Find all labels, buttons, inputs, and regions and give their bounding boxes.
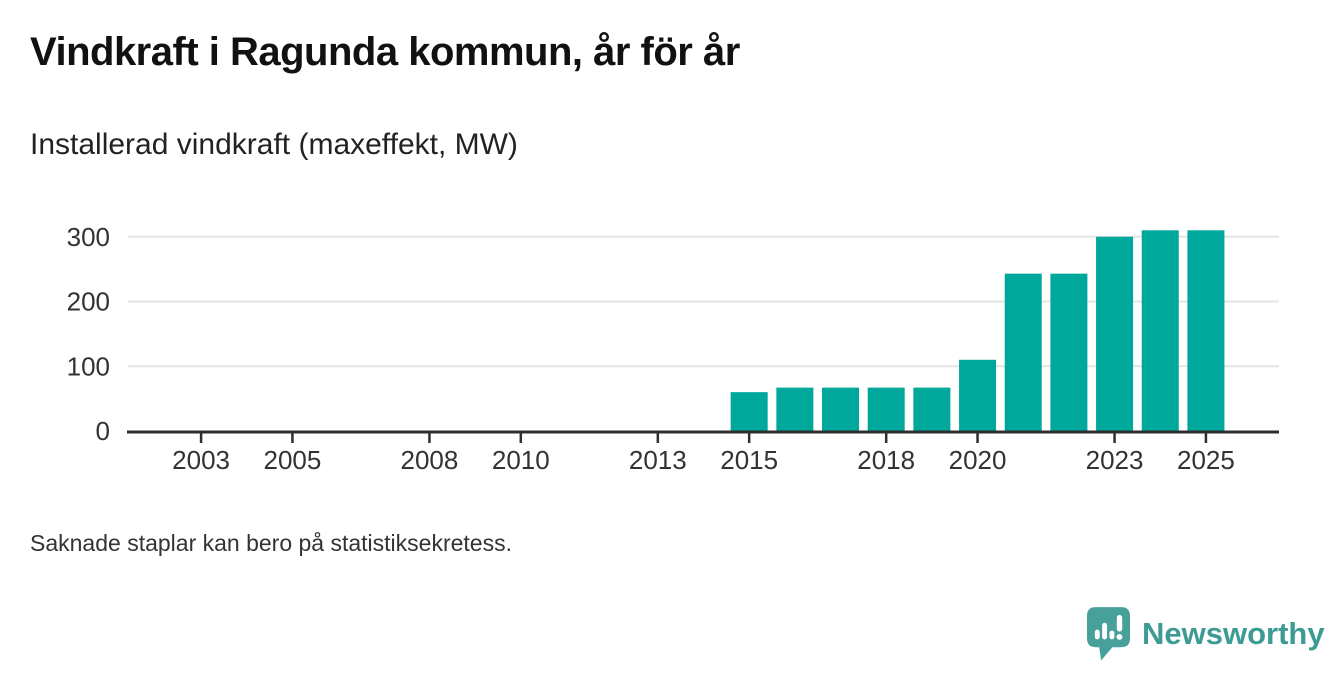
x-tick-label-2013: 2013	[629, 445, 687, 475]
x-tick-label-2015: 2015	[720, 445, 778, 475]
x-tick-label-2025: 2025	[1177, 445, 1235, 475]
x-tick-label-2018: 2018	[857, 445, 915, 475]
bar-chart: 0 100 200 300 2003 2005 2008 2010 2013 2015 2018 20…	[67, 222, 1279, 475]
x-tick-label-2005: 2005	[264, 445, 322, 475]
bar-2018	[867, 387, 905, 432]
y-tick-label-300: 300	[67, 222, 110, 252]
y-tick-label-100: 100	[67, 351, 110, 381]
bar-2020	[959, 359, 997, 432]
bar-2023	[1096, 236, 1134, 432]
x-tick-label-2010: 2010	[492, 445, 550, 475]
x-tick-label-2020: 2020	[949, 445, 1007, 475]
bar-2022	[1050, 273, 1088, 432]
bar-2024	[1141, 230, 1179, 432]
y-tick-label-0: 0	[96, 416, 110, 446]
bar-2015	[730, 392, 768, 432]
chart-footnote: Saknade staplar kan bero på statistiksek…	[30, 530, 512, 556]
y-tick-label-200: 200	[67, 287, 110, 317]
newsworthy-logo-text: Newsworthy	[1142, 616, 1325, 651]
bar-2017	[822, 387, 860, 432]
x-tick-label-2003: 2003	[172, 445, 230, 475]
bar-2025	[1187, 230, 1225, 432]
bar-2016	[776, 387, 814, 432]
newsworthy-logo: Newsworthy	[1086, 606, 1325, 662]
bar-2021	[1004, 273, 1042, 432]
newsworthy-speech-bubble-bar-chart-icon	[1086, 607, 1131, 661]
chart-title: Vindkraft i Ragunda kommun, år för år	[30, 30, 740, 74]
x-tick-label-2008: 2008	[401, 445, 459, 475]
bar-2019	[913, 387, 951, 432]
chart-subtitle: Installerad vindkraft (maxeffekt, MW)	[30, 128, 518, 161]
x-tick-label-2023: 2023	[1086, 445, 1144, 475]
